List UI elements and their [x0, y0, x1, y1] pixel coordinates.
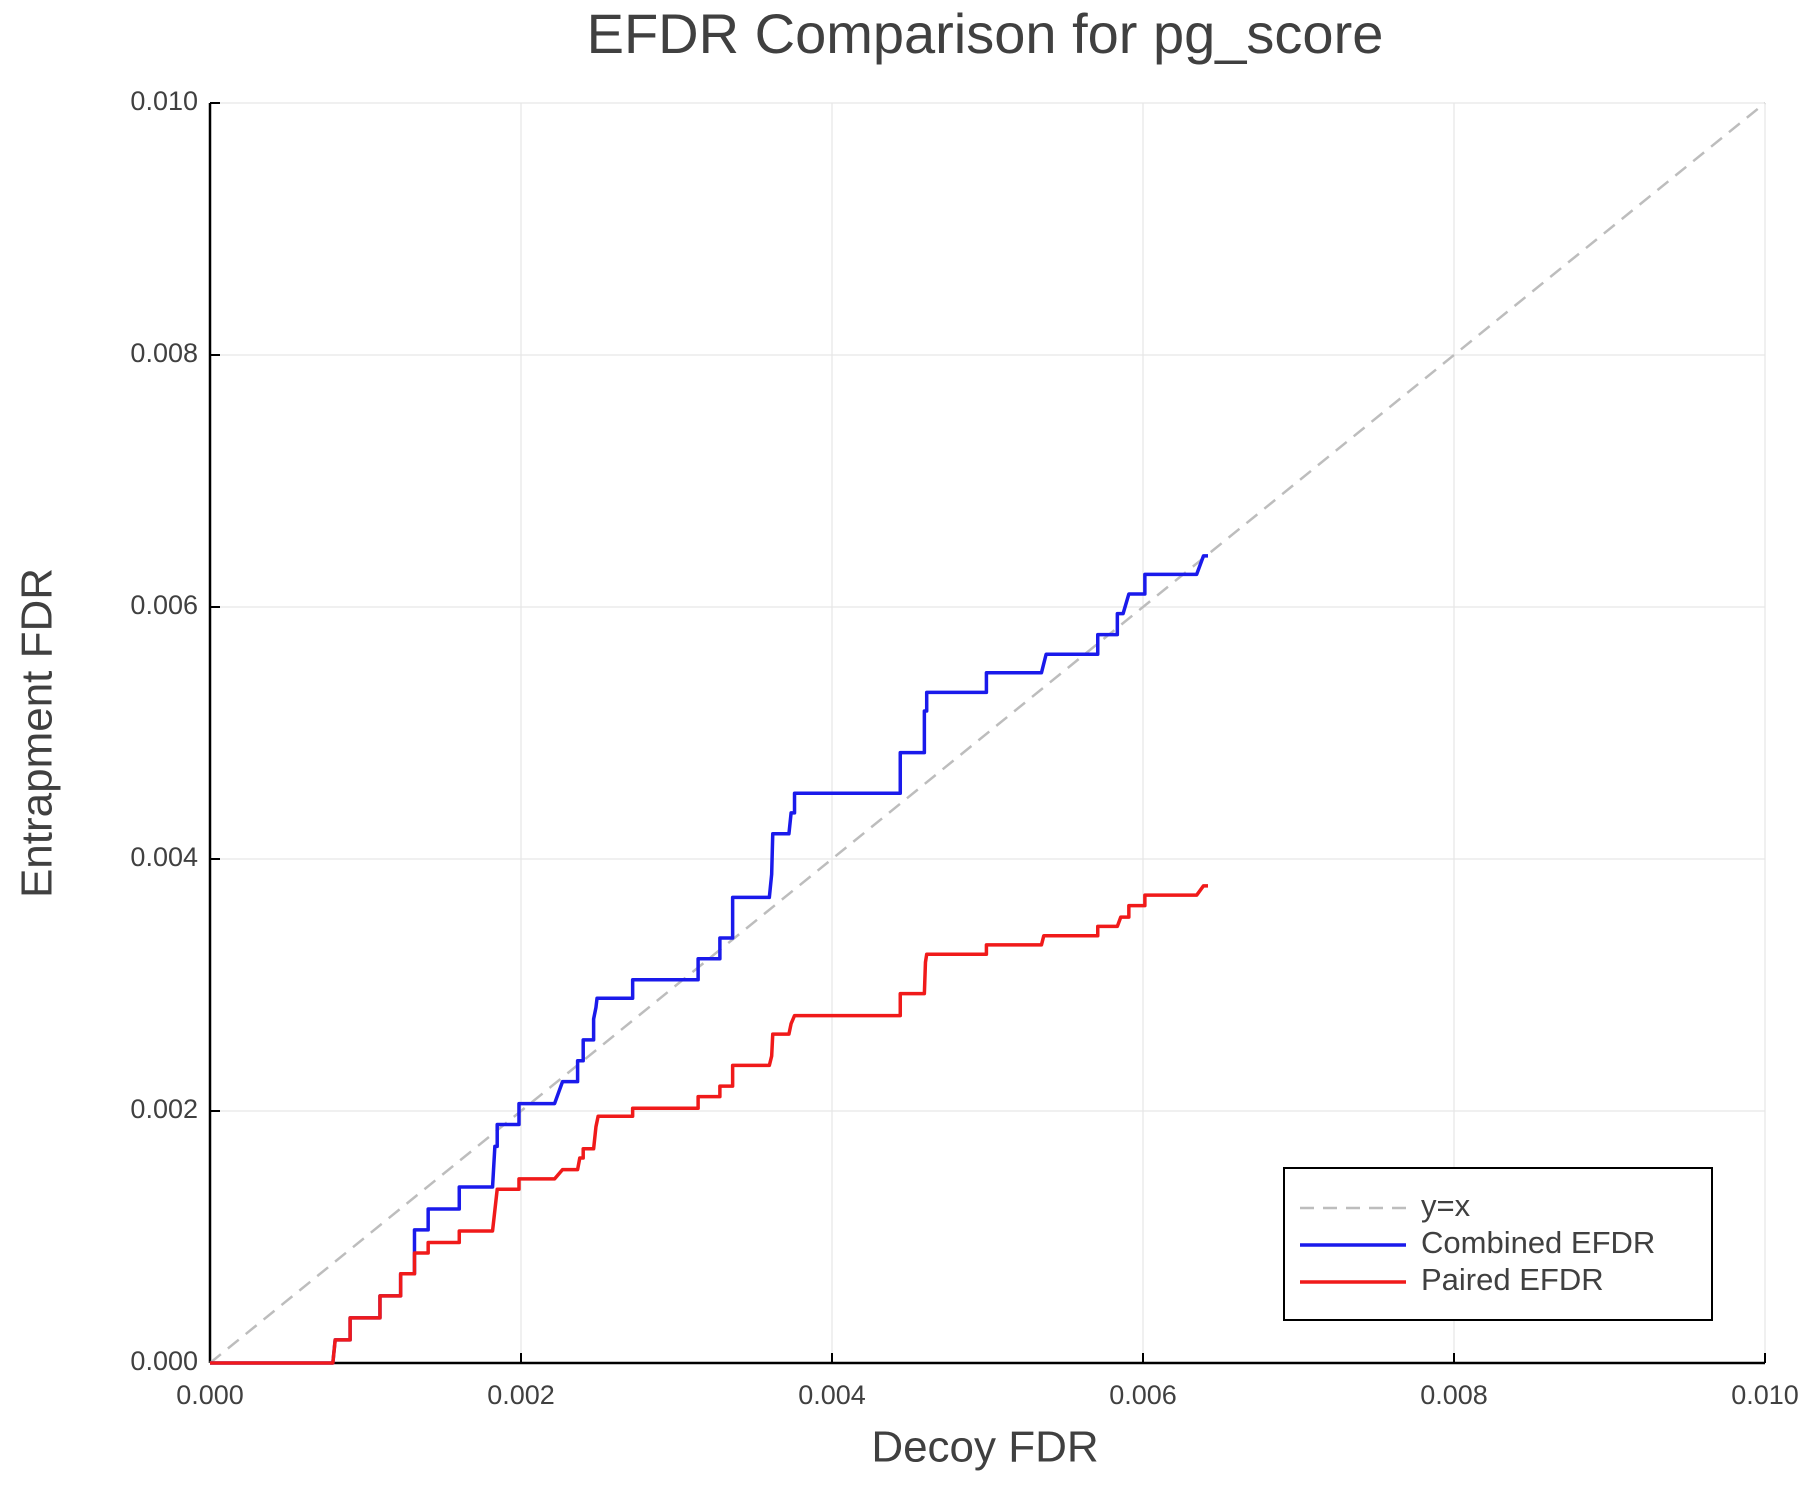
y-tick-label: 0.004 [130, 842, 198, 872]
x-tick-label: 0.002 [487, 1380, 555, 1410]
x-tick-label: 0.008 [1420, 1380, 1488, 1410]
series-line [209, 102, 1766, 1364]
x-tick-label: 0.004 [798, 1380, 866, 1410]
legend-label: Combined EFDR [1421, 1225, 1655, 1260]
y-tick-label: 0.008 [130, 338, 198, 368]
y-tick-label: 0.010 [130, 86, 198, 116]
x-axis-label: Decoy FDR [871, 1423, 1098, 1472]
y-tick-label: 0.006 [130, 590, 198, 620]
y-tick-label: 0.000 [130, 1346, 198, 1376]
chart-title: EFDR Comparison for pg_score [587, 2, 1384, 65]
legend-label: y=x [1421, 1188, 1471, 1223]
y-axis-label: Entrapment FDR [13, 568, 62, 898]
series-line [210, 884, 1208, 1365]
x-tick-label: 0.000 [176, 1380, 244, 1410]
series-line [210, 554, 1208, 1365]
legend-label: Paired EFDR [1421, 1262, 1604, 1297]
x-tick-label: 0.010 [1731, 1380, 1799, 1410]
x-tick-label: 0.006 [1109, 1380, 1177, 1410]
y-tick-label: 0.002 [130, 1094, 198, 1124]
